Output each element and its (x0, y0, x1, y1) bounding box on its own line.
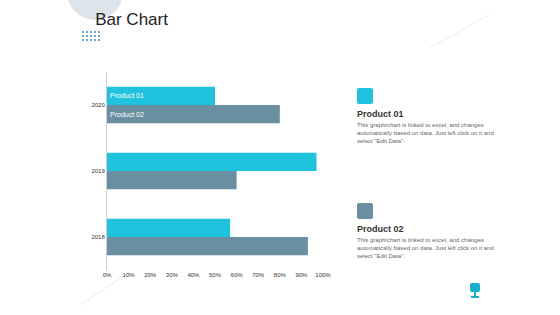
html-text:This graph/chart is linked to: This graph/chart is linked to excel, and… (357, 237, 494, 259)
svg-text:80%: 80% (274, 272, 287, 278)
svg-text:Bar Chart: Bar Chart (95, 10, 168, 29)
svg-text:30%: 30% (166, 272, 179, 278)
html-text:Product 02: Product 02 (357, 224, 404, 234)
svg-text:2018: 2018 (91, 234, 105, 240)
svg-text:100%: 100% (315, 272, 331, 278)
svg-text:70%: 70% (252, 272, 265, 278)
svg-text:Product 01: Product 01 (110, 92, 144, 99)
svg-text:40%: 40% (187, 272, 200, 278)
svg-text:0%: 0% (103, 272, 112, 278)
svg-text:50%: 50% (209, 272, 222, 278)
svg-text:90%: 90% (295, 272, 308, 278)
html-text:Product 01: Product 01 (357, 109, 404, 119)
svg-text:10%: 10% (123, 272, 136, 278)
html-text:This graph/chart is linked to: This graph/chart is linked to excel, and… (357, 122, 494, 144)
svg-text:20%: 20% (144, 272, 157, 278)
svg-text:60%: 60% (231, 272, 244, 278)
svg-text:2019: 2019 (91, 168, 105, 174)
svg-text:2020: 2020 (91, 102, 105, 108)
svg-text:Product 02: Product 02 (110, 111, 144, 118)
